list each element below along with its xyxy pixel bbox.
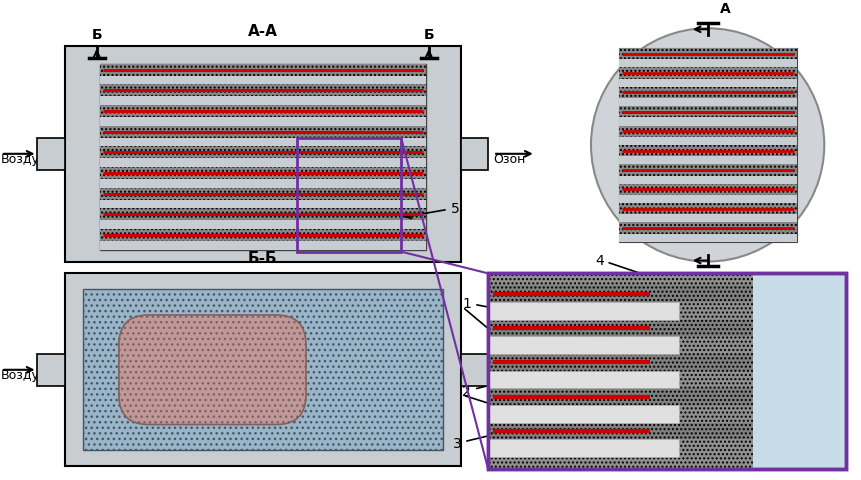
Bar (100, 65, 425, 250)
Bar (618, 68, 796, 80)
Bar (37, 354, 65, 386)
Bar (618, 87, 796, 99)
Bar (100, 106, 425, 118)
Bar (100, 127, 425, 138)
Bar (618, 126, 796, 137)
Text: 4: 4 (594, 253, 753, 312)
Bar (65, 274, 460, 466)
Bar (100, 159, 425, 168)
Bar (487, 440, 678, 457)
Bar (618, 157, 796, 165)
Bar (618, 234, 796, 242)
Bar (100, 77, 425, 85)
Bar (487, 423, 753, 440)
Text: Воздух: Воздух (1, 369, 47, 382)
Bar (100, 200, 425, 209)
Bar (618, 49, 796, 60)
Bar (100, 229, 425, 241)
Bar (618, 60, 796, 68)
Bar (487, 389, 753, 405)
Bar (100, 168, 425, 180)
Bar (487, 371, 678, 389)
Bar (618, 80, 796, 87)
Bar (65, 47, 460, 262)
Bar (618, 118, 796, 126)
Bar (618, 137, 796, 145)
Bar (487, 320, 753, 336)
Text: А: А (719, 275, 729, 289)
Bar (487, 405, 678, 423)
Bar (618, 195, 796, 204)
Text: 1: 1 (462, 296, 503, 312)
Bar (100, 180, 425, 188)
Text: Б: Б (91, 28, 102, 42)
Bar (618, 184, 796, 195)
Text: 5: 5 (406, 202, 459, 219)
Bar (618, 204, 796, 215)
Text: Б: Б (423, 28, 434, 42)
Text: 3: 3 (452, 431, 503, 450)
Bar (618, 223, 796, 234)
Bar (487, 286, 753, 302)
Bar (100, 209, 425, 221)
Bar (100, 97, 425, 106)
Bar (37, 139, 65, 170)
Bar (100, 221, 425, 229)
FancyBboxPatch shape (119, 315, 306, 425)
Text: 2: 2 (462, 378, 513, 398)
Bar (460, 354, 487, 386)
Bar (100, 85, 425, 97)
Text: Воздух: Воздух (1, 153, 47, 166)
Bar (487, 274, 845, 469)
Bar (83, 289, 443, 450)
Text: А-А: А-А (248, 24, 277, 39)
Bar (618, 145, 796, 157)
Bar (618, 49, 796, 242)
Bar (618, 107, 796, 118)
Bar (100, 241, 425, 250)
Bar (100, 65, 425, 77)
Bar (460, 139, 487, 170)
Bar (618, 215, 796, 223)
Text: А: А (719, 2, 729, 16)
Bar (100, 147, 425, 159)
Bar (487, 274, 753, 469)
Bar (487, 354, 753, 371)
Bar (618, 176, 796, 184)
Bar (487, 336, 678, 354)
Bar (297, 139, 400, 252)
Bar (100, 188, 425, 200)
Bar (100, 118, 425, 127)
Bar (100, 138, 425, 147)
Bar (618, 99, 796, 107)
Ellipse shape (591, 29, 823, 262)
Bar (487, 274, 845, 469)
Text: Б-Б: Б-Б (248, 251, 277, 266)
Bar (487, 302, 678, 320)
Text: Озон: Озон (492, 369, 525, 382)
Bar (618, 165, 796, 176)
Text: Озон: Озон (492, 153, 525, 166)
